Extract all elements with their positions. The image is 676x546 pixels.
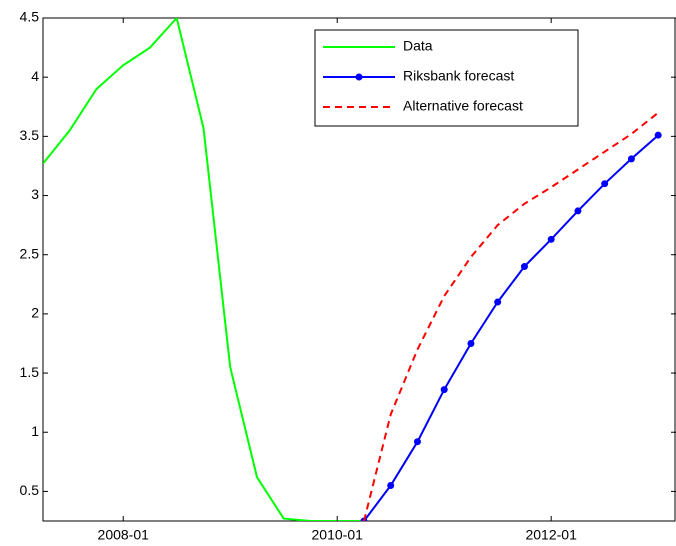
y-tick-label: 0.5: [20, 482, 40, 498]
x-tick-label: 2010-01: [312, 527, 364, 543]
plot-area: [43, 18, 662, 521]
x-tick-label: 2012-01: [525, 527, 577, 543]
series-line: [363, 134, 659, 521]
series-line: [43, 18, 364, 521]
y-tick-label: 4: [31, 68, 39, 84]
y-tick-label: 2.5: [20, 245, 40, 261]
series-marker: [627, 155, 635, 163]
y-tick-label: 1.5: [20, 364, 40, 380]
x-tick-label: 2008-01: [98, 527, 150, 543]
series-marker: [440, 386, 448, 394]
y-tick-label: 3.5: [20, 127, 40, 143]
series-marker: [494, 298, 502, 306]
series-marker: [467, 339, 475, 347]
legend-marker: [355, 73, 363, 81]
series-marker: [547, 235, 555, 243]
y-tick-label: 4.5: [20, 9, 40, 25]
series-marker: [413, 438, 421, 446]
series-marker: [520, 263, 528, 271]
series-line: [363, 111, 659, 521]
legend-label: Riksbank forecast: [403, 68, 514, 84]
series-marker: [387, 481, 395, 489]
y-tick-label: 3: [31, 186, 39, 202]
legend-label: Data: [403, 38, 433, 54]
series-marker: [601, 180, 609, 188]
y-tick-label: 1: [31, 423, 39, 439]
series-marker: [654, 131, 662, 139]
series-marker: [574, 207, 582, 215]
legend-label: Alternative forecast: [403, 98, 523, 114]
y-tick-label: 2: [31, 305, 39, 321]
